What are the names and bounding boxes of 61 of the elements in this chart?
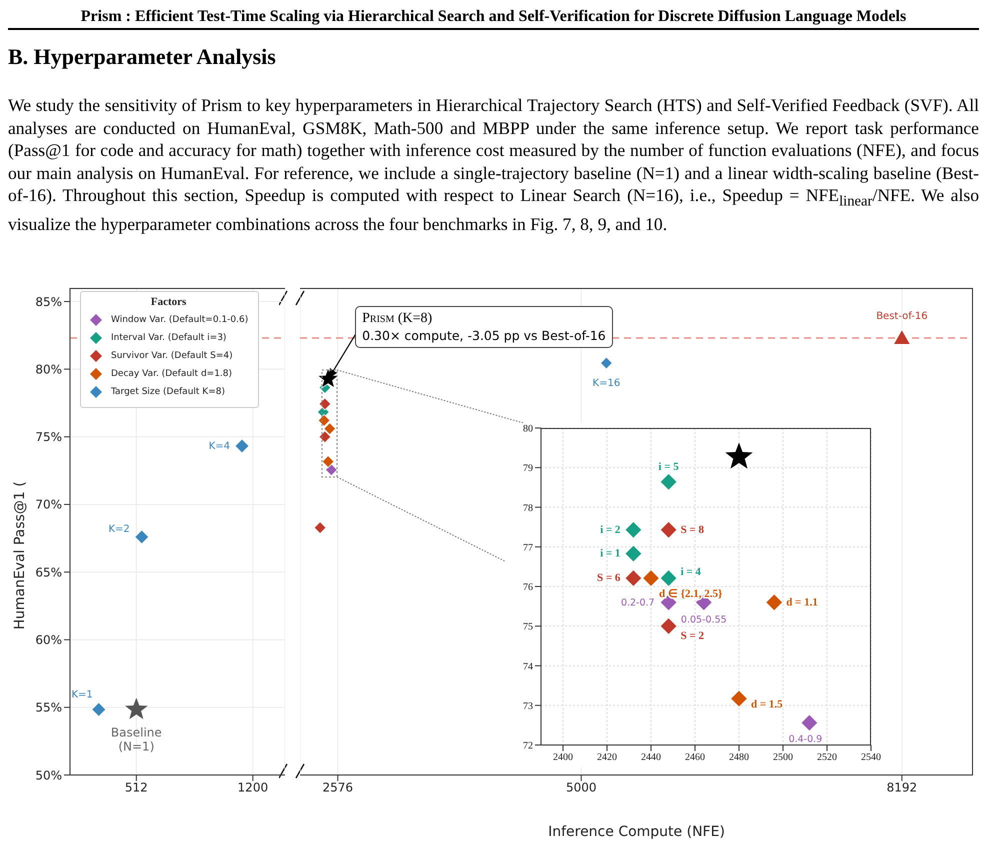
legend-label: Window Var. (Default=0.1-0.6) xyxy=(111,315,248,325)
x-tick-label: 2500 xyxy=(773,752,793,764)
y-tick-label: 80% xyxy=(35,362,62,376)
y-tick-label: 75 xyxy=(523,622,533,633)
y-tick-label: 65% xyxy=(35,565,62,580)
y-tick-label: 77 xyxy=(523,542,533,554)
legend-title: Factors xyxy=(150,296,188,308)
annotation: i = 5 xyxy=(658,460,680,472)
annotation: S = 8 xyxy=(680,523,704,536)
annotation: 0.2-0.7 xyxy=(620,596,655,608)
annotation: d = 1.5 xyxy=(751,698,784,710)
annotation: Prism (K=8) 0.30× compute, -3.05 pp vs Best-of-16 xyxy=(362,310,606,344)
annotation: i = 4 xyxy=(680,566,702,578)
chart-title: B. Hyperparameter Analysis xyxy=(8,44,276,70)
x-tick-label: 2420 xyxy=(597,752,617,764)
y-tick-label: 55% xyxy=(35,700,62,715)
x-tick-label: 2576 xyxy=(322,780,354,795)
annotation: d ∈ {2.1, 2.5} xyxy=(659,588,722,600)
y-tick-label: 75% xyxy=(35,430,62,444)
annotation: K=16 xyxy=(592,378,620,389)
y-tick-label: 74 xyxy=(523,661,533,672)
annotation: d = 1.1 xyxy=(786,596,818,608)
y-tick-label: 73 xyxy=(523,700,533,712)
annotation: K=4 xyxy=(208,440,230,452)
legend-label: Target Size (Default K=8) xyxy=(111,387,225,397)
y-tick-label: 72 xyxy=(523,740,533,752)
legend-label: Decay Var. (Default d=1.8) xyxy=(111,369,232,379)
x-tick-label: 512 xyxy=(124,780,148,795)
y-tick-label: 76 xyxy=(523,582,533,594)
annotation: 0.4-0.9 xyxy=(788,733,822,744)
annotation: K=2 xyxy=(108,524,130,535)
text: We study the sensitivity of Prism to key hyperparameters in Hierarchical Trajectory Search (HTS) and Self-Verified Feedback (SVF). All analyses are conducted on HumanEval, GSM8K, Math-500 and MBPP under the same inference setup. We report task performance (Pass@1 for code and accuracy for math) together with inference cost measured by the number of function evaluations (NFE), and focus our main analysis on HumanEval. For reference, we include a single-trajectory baseline (N=1) and a linear width-scaling baseline (Best-of-16). Throughout this section, Speedup is computed with respect to Linear Search (N=16), i.e., Speedup = NFE$_{linear}$/NFE. We also visualize the hyperparameter combinations across the four benchmarks in Fig. 7, 8, 9, and 10. xyxy=(8,95,979,234)
x-tick-label: 1200 xyxy=(238,780,268,795)
annotation: i = 1 xyxy=(600,547,620,560)
y-tick-label: 79 xyxy=(523,463,533,474)
legend-label: Survivor Var. (Default S=4) xyxy=(111,351,233,361)
x-tick-label: 2460 xyxy=(685,752,705,764)
x-axis-title: Inference Compute (NFE) xyxy=(548,824,725,840)
y-tick-label: 85% xyxy=(35,294,62,309)
x-tick-label: 2480 xyxy=(729,752,749,764)
annotation: Baseline (N=1) xyxy=(110,726,162,754)
x-tick-label: 2520 xyxy=(817,752,837,764)
x-tick-label: 8192 xyxy=(886,780,918,795)
x-tick-label: 5000 xyxy=(566,780,597,795)
annotation: i = 2 xyxy=(600,523,621,536)
legend-label: Interval Var. (Default i=3) xyxy=(111,333,226,343)
annotation: S = 2 xyxy=(680,630,704,642)
y-tick-label: 70% xyxy=(35,498,62,512)
text: Prism : Efficient Test-Time Scaling via Hierarchical Search and Self-Verification for Discrete Diffusion Language Models xyxy=(8,8,979,30)
y-tick-label: 78 xyxy=(523,502,533,514)
y-tick-label: 80 xyxy=(523,424,533,435)
x-tick-label: 2440 xyxy=(641,752,661,764)
y-axis-title: HumanEval Pass@1 ( xyxy=(12,481,28,630)
x-tick-label: 2400 xyxy=(553,752,573,764)
annotation: Best-of-16 xyxy=(876,310,928,322)
annotation: S = 6 xyxy=(597,572,621,584)
y-tick-label: 50% xyxy=(35,768,62,782)
y-tick-label: 60% xyxy=(35,632,62,647)
annotation: K=1 xyxy=(71,689,93,700)
annotation: 0.05-0.55 xyxy=(680,614,727,625)
x-tick-label: 2540 xyxy=(861,752,881,764)
